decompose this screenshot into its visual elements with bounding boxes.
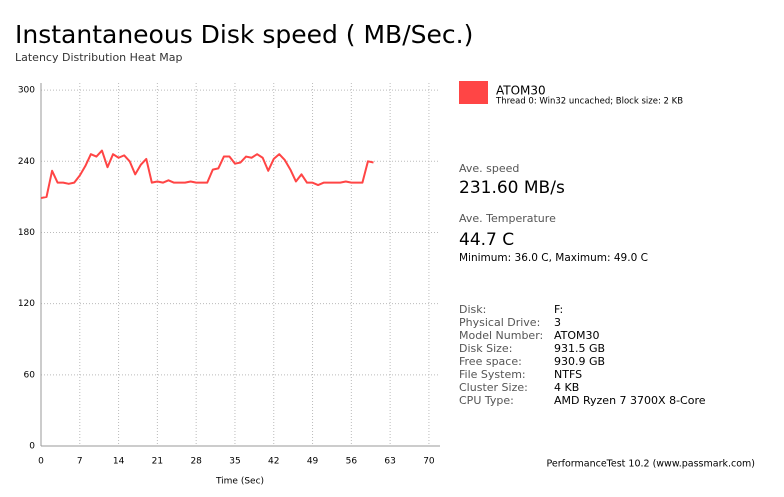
- info-label: Free space:: [459, 355, 522, 368]
- y-tick-label: 180: [18, 228, 35, 238]
- info-label: Physical Drive:: [459, 316, 540, 329]
- data-line: [40, 149, 374, 200]
- info-value: ATOM30: [554, 329, 600, 342]
- info-label: CPU Type:: [459, 394, 514, 407]
- temp-label: Ave. Temperature: [459, 212, 556, 225]
- y-tick-label: 240: [18, 157, 35, 167]
- x-tick-label: 0: [38, 457, 44, 467]
- info-value: NTFS: [554, 368, 582, 381]
- x-tick-label: 28: [190, 457, 202, 467]
- speed-label: Ave. speed: [459, 162, 519, 175]
- info-value: F:: [554, 303, 563, 316]
- info-value: 3: [554, 316, 561, 329]
- chart-subtitle: Latency Distribution Heat Map: [15, 51, 182, 64]
- info-label: Disk:: [459, 303, 486, 316]
- x-tick-label: 56: [346, 457, 358, 467]
- info-value: 930.9 GB: [554, 355, 605, 368]
- info-label: Cluster Size:: [459, 381, 528, 394]
- x-tick-label: 21: [152, 457, 163, 467]
- y-tick-label: 120: [18, 299, 35, 309]
- temp-range: Minimum: 36.0 C, Maximum: 49.0 C: [459, 252, 648, 264]
- x-tick-label: 35: [229, 457, 240, 467]
- y-tick-label: 60: [24, 370, 36, 380]
- speed-value: 231.60 MB/s: [459, 178, 565, 198]
- info-label: Disk Size:: [459, 342, 512, 355]
- y-tick-label: 300: [18, 86, 35, 96]
- footer: PerformanceTest 10.2 (www.passmark.com): [546, 459, 755, 470]
- info-label: Model Number:: [459, 329, 543, 342]
- temp-value: 44.7 C: [459, 230, 514, 250]
- legend-swatch: [459, 81, 488, 104]
- x-tick-label: 42: [268, 457, 279, 467]
- x-tick-label: 70: [423, 457, 435, 467]
- y-tick-label: 0: [29, 442, 35, 452]
- chart-title: Instantaneous Disk speed ( MB/Sec.): [15, 20, 473, 49]
- info-value: AMD Ryzen 7 3700X 8-Core: [554, 394, 706, 407]
- x-tick-label: 14: [113, 457, 125, 467]
- legend-detail: Thread 0: Win32 uncached; Block size: 2 …: [495, 97, 683, 107]
- x-axis-title: Time (Sec): [215, 477, 264, 487]
- x-tick-label: 7: [77, 457, 83, 467]
- info-value: 931.5 GB: [554, 342, 605, 355]
- info-label: File System:: [459, 368, 526, 381]
- x-tick-label: 49: [307, 457, 319, 467]
- info-value: 4 KB: [554, 381, 579, 394]
- legend-name: ATOM30: [496, 84, 546, 98]
- x-tick-label: 63: [384, 457, 395, 467]
